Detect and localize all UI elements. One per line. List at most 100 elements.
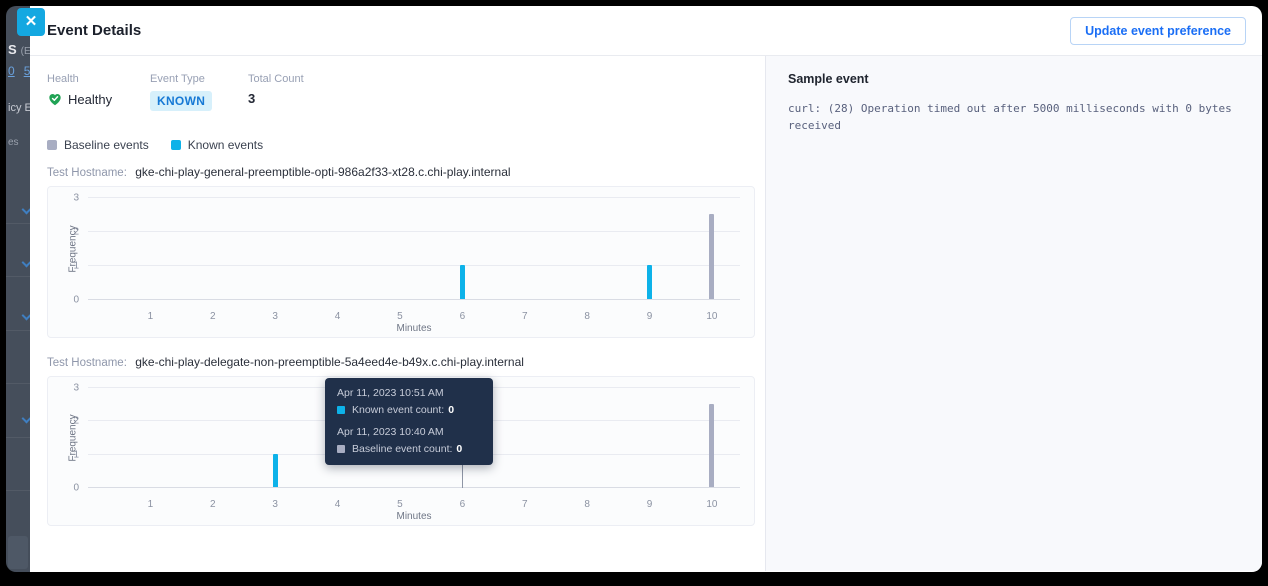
- y-axis-tick: 1: [73, 260, 79, 272]
- sidebar-link-count-1[interactable]: 0: [8, 64, 15, 78]
- tooltip-value: 0: [456, 443, 463, 455]
- gridline: [88, 299, 740, 300]
- frequency-chart-1: 0 1 2 3 1 2 3 4 5 6 7 8 9 10 Minutes Frequency: [47, 186, 755, 338]
- known-swatch-icon: [337, 406, 345, 414]
- event-detail-panel: Health Healthy Event Type KNOWN: [30, 56, 765, 571]
- legend-item-baseline-events[interactable]: Baseline events: [47, 138, 149, 152]
- x-axis-tick: 4: [334, 499, 341, 510]
- close-icon: ✕: [24, 13, 38, 30]
- y-axis-tick: 2: [73, 226, 79, 238]
- stat-total-count: Total Count 3: [248, 73, 304, 111]
- x-axis-tick: 5: [397, 311, 403, 322]
- sidebar-divider: [6, 490, 30, 491]
- y-axis-tick: 3: [73, 382, 79, 394]
- gridline: [88, 265, 740, 267]
- close-button[interactable]: ✕: [17, 8, 45, 36]
- modal-header: Event Details Update event preference: [30, 6, 1262, 56]
- hostname-value: gke-chi-play-delegate-non-preemptible-5a…: [135, 355, 524, 369]
- sidebar-fragment-es: es: [8, 137, 19, 148]
- y-axis-tick: 3: [73, 192, 79, 204]
- sample-event-title: Sample event: [788, 72, 869, 86]
- legend-label: Known events: [187, 138, 264, 152]
- x-axis-tick: 7: [521, 311, 528, 322]
- sidebar-footer-block: [8, 536, 28, 569]
- stat-event-type: Event Type KNOWN: [150, 73, 220, 111]
- sidebar-fragment-title: S (Ex: [8, 42, 36, 57]
- x-axis-tick: 8: [584, 311, 590, 322]
- event-type-label: Event Type: [150, 73, 205, 85]
- tooltip-label: Known event count:: [352, 404, 445, 416]
- tooltip-label: Baseline event count:: [352, 443, 453, 455]
- tooltip-value: 0: [448, 404, 455, 416]
- legend-label: Baseline events: [64, 138, 149, 152]
- hostname-label: Test Hostname:: [47, 167, 127, 179]
- y-axis-tick: 2: [73, 415, 79, 427]
- tooltip-timestamp: Apr 11, 2023 10:40 AM: [337, 426, 444, 438]
- hostname-row-1: Test Hostname: gke-chi-play-general-pree…: [47, 165, 765, 179]
- sidebar-divider: [6, 383, 30, 384]
- hostname-value: gke-chi-play-general-preemptible-opti-98…: [135, 165, 511, 179]
- x-axis-tick: 2: [210, 499, 216, 510]
- page-title: Event Details: [47, 22, 142, 39]
- tooltip-timestamp: Apr 11, 2023 10:51 AM: [337, 387, 444, 399]
- sidebar-divider: [6, 223, 30, 224]
- y-axis-tick: 0: [73, 482, 79, 494]
- sidebar-divider: [6, 276, 30, 277]
- total-count-value: 3: [248, 91, 256, 106]
- y-axis-title: Frequency: [67, 414, 79, 462]
- sidebar-link-count-2[interactable]: 5: [23, 64, 31, 78]
- bar-baseline-events[interactable]: [709, 214, 715, 299]
- x-axis-tick: 4: [334, 311, 341, 322]
- bar-known-events[interactable]: [272, 453, 278, 487]
- event-details-modal: Event Details Update event preference He…: [30, 6, 1262, 572]
- x-axis-tick: 1: [147, 499, 154, 510]
- baseline-swatch-icon: [47, 140, 57, 150]
- hostname-label: Test Hostname:: [47, 357, 127, 369]
- y-axis-title: Frequency: [67, 225, 79, 273]
- gridline: [88, 231, 740, 233]
- x-axis-tick: 2: [210, 311, 216, 322]
- stat-health: Health Healthy: [47, 73, 122, 111]
- chart-legend: Baseline events Known events: [47, 138, 765, 152]
- bar-baseline-events[interactable]: [709, 403, 715, 487]
- x-axis-tick: 6: [459, 499, 466, 510]
- gridline: [88, 487, 740, 488]
- x-axis-tick: 10: [706, 499, 718, 510]
- hostname-row-2: Test Hostname: gke-chi-play-delegate-non…: [47, 355, 765, 369]
- update-event-preference-button[interactable]: Update event preference: [1070, 16, 1246, 45]
- x-axis-title: Minutes: [396, 511, 432, 522]
- x-axis-tick: 9: [646, 311, 653, 322]
- x-axis-tick: 1: [147, 311, 154, 322]
- sidebar-fragment-dim: (Ex: [20, 46, 36, 57]
- event-type-badge: KNOWN: [150, 91, 213, 111]
- stats-row: Health Healthy Event Type KNOWN: [47, 73, 765, 111]
- known-swatch-icon: [170, 140, 181, 150]
- sidebar-divider: [6, 330, 30, 331]
- y-axis-tick: 1: [73, 449, 79, 461]
- x-axis-tick: 7: [521, 499, 528, 510]
- x-axis-title: Minutes: [396, 323, 432, 334]
- chart-panel: 0 1 2 3 1 2 3 4 5 6 7 8 9 10 Minutes Frequency: [47, 186, 755, 338]
- x-axis-tick: 8: [584, 499, 590, 510]
- sidebar-fragment-bold: S: [8, 42, 17, 57]
- legend-item-known-events[interactable]: Known events: [170, 138, 264, 152]
- bar-known-events[interactable]: [459, 265, 465, 299]
- sidebar-fragment-policy: icy E: [8, 102, 32, 114]
- chart-tooltip: Apr 11, 2023 10:51 AM Known event count:…: [325, 378, 493, 465]
- bar-known-events[interactable]: [647, 265, 653, 299]
- baseline-swatch-icon: [337, 445, 345, 453]
- x-axis-tick: 6: [459, 311, 466, 322]
- healthy-heart-icon: [49, 94, 61, 106]
- total-count-label: Total Count: [248, 73, 304, 85]
- y-axis-tick: 0: [73, 294, 79, 306]
- sidebar-divider: [6, 437, 30, 438]
- x-axis-tick: 10: [706, 311, 718, 322]
- x-axis-tick: 9: [646, 499, 653, 510]
- x-axis-tick: 3: [272, 311, 278, 322]
- health-value: Healthy: [68, 91, 113, 107]
- sample-event-text: curl: (28) Operation timed out after 500…: [788, 102, 1239, 132]
- sample-event-panel: Sample event curl: (28) Operation timed …: [765, 56, 1262, 571]
